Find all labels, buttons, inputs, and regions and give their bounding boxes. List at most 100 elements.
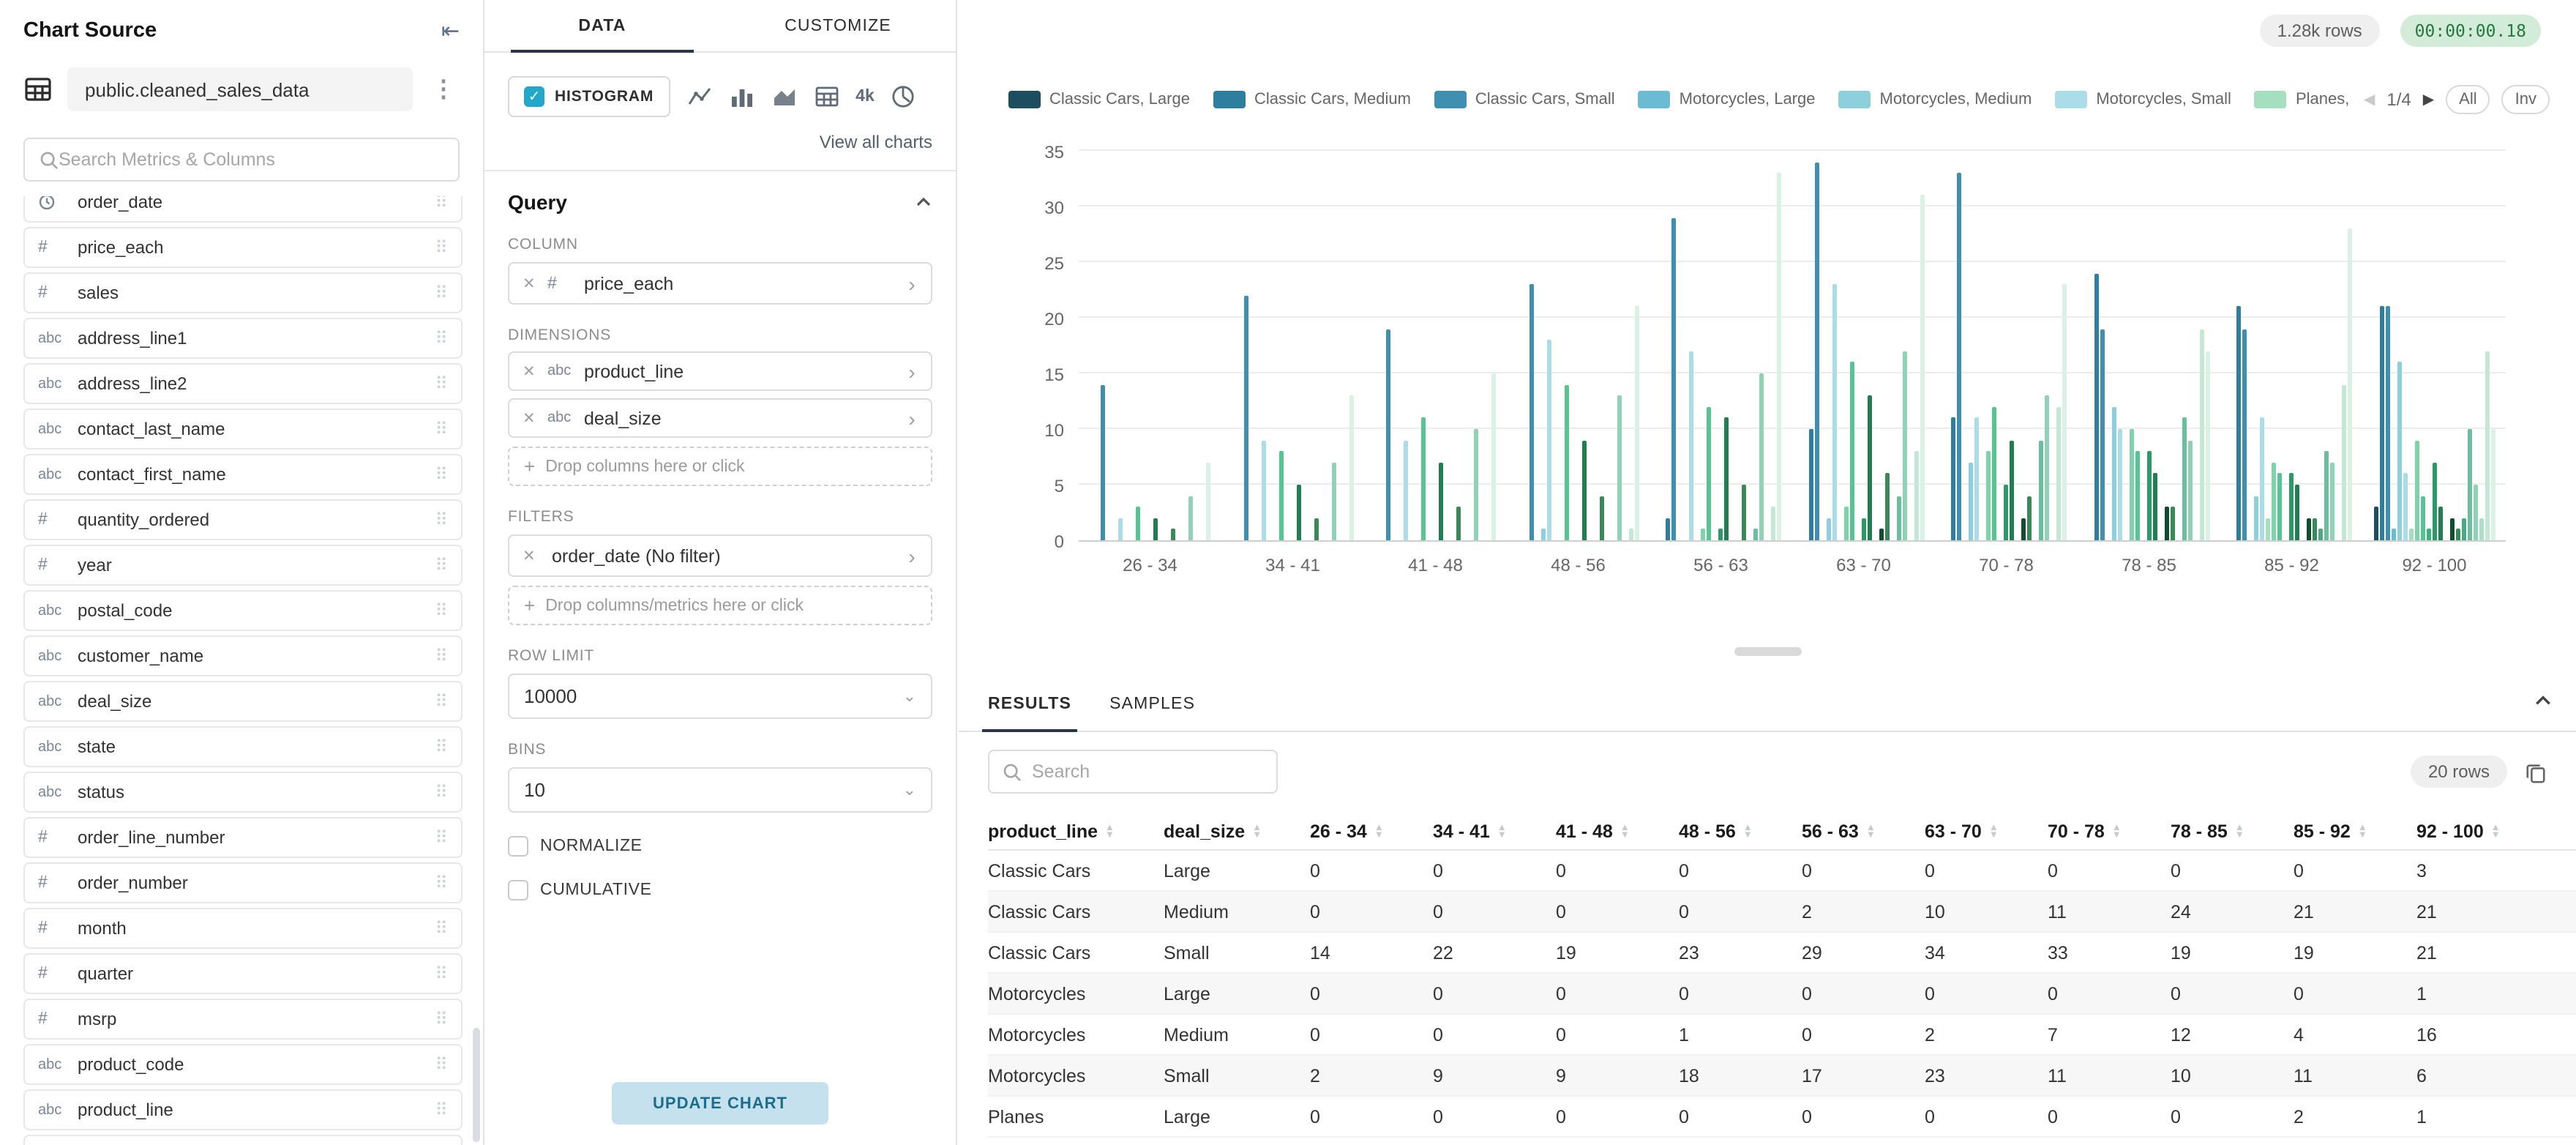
column-item[interactable]: # msrp ⠿ [23, 999, 463, 1040]
histogram-bar[interactable] [1491, 373, 1497, 540]
column-item[interactable]: abc address_line2 ⠿ [23, 363, 463, 404]
drag-handle-icon[interactable]: ⠿ [435, 510, 448, 530]
legend-item[interactable]: Classic Cars, Medium [1213, 91, 1411, 108]
column-item[interactable]: # sales ⠿ [23, 272, 463, 313]
histogram-bar[interactable] [2461, 518, 2466, 540]
column-header[interactable]: product_line ▲ ▼ [988, 821, 1164, 841]
histogram-bar[interactable] [2277, 473, 2283, 540]
tab-samples[interactable]: SAMPLES [1109, 695, 1196, 712]
bar-chart-icon[interactable] [728, 83, 755, 110]
big-number-chart-icon[interactable]: 4k [855, 88, 875, 105]
column-item[interactable]: # month ⠿ [23, 908, 463, 949]
legend-item[interactable]: Planes, Large [2254, 91, 2349, 108]
histogram-bar[interactable] [2385, 306, 2390, 540]
histogram-bar[interactable] [1666, 518, 1671, 540]
histogram-bar[interactable] [2135, 451, 2140, 540]
dimensions-dropzone[interactable]: + Drop columns here or click [508, 447, 932, 486]
normalize-checkbox[interactable] [508, 836, 528, 857]
histogram-bar[interactable] [2187, 440, 2193, 540]
legend-item[interactable]: Motorcycles, Small [2055, 91, 2231, 108]
drag-handle-icon[interactable]: ⠿ [435, 1100, 448, 1120]
histogram-bar[interactable] [1439, 462, 1444, 540]
histogram-bar[interactable] [1902, 351, 1907, 540]
column-item[interactable]: # quantity_ordered ⠿ [23, 499, 463, 540]
column-item[interactable]: abc postal_code ⠿ [23, 590, 463, 631]
histogram-bar[interactable] [2129, 429, 2134, 540]
column-item[interactable]: # year ⠿ [23, 545, 463, 586]
histogram-bar[interactable] [2397, 362, 2402, 540]
histogram-bar[interactable] [2100, 329, 2105, 540]
histogram-bar[interactable] [1206, 462, 1211, 540]
column-item[interactable]: abc contact_last_name ⠿ [23, 409, 463, 450]
histogram-bar[interactable] [1957, 173, 1962, 540]
remove-icon[interactable]: ✕ [523, 275, 536, 292]
histogram-bar[interactable] [2467, 429, 2472, 540]
histogram-bar[interactable] [1331, 462, 1336, 540]
normalize-checkbox-row[interactable]: NORMALIZE [508, 836, 932, 857]
histogram-bar[interactable] [2272, 462, 2277, 540]
filter-chip[interactable]: ✕ order_date (No filter) › [508, 534, 932, 577]
histogram-bar[interactable] [1634, 306, 1639, 540]
histogram-bar[interactable] [2420, 496, 2425, 540]
histogram-bar[interactable] [2426, 529, 2431, 540]
histogram-bar[interactable] [2324, 451, 2329, 540]
search-input[interactable] [59, 149, 443, 170]
filters-dropzone[interactable]: + Drop columns/metrics here or click [508, 586, 932, 625]
column-header[interactable]: 34 - 41 ▲ ▼ [1433, 821, 1556, 841]
histogram-bar[interactable] [1529, 284, 1534, 540]
histogram-bar[interactable] [2313, 518, 2318, 540]
histogram-bar[interactable] [1456, 507, 1461, 540]
view-all-charts-link[interactable]: View all charts [819, 132, 932, 152]
histogram-bar[interactable] [2289, 473, 2294, 540]
histogram-bar[interactable] [1243, 295, 1248, 540]
cumulative-checkbox[interactable] [508, 880, 528, 900]
histogram-bar[interactable] [2473, 485, 2478, 540]
histogram-bar[interactable] [2152, 473, 2157, 540]
dimension-chip[interactable]: ✕ abc deal_size › [508, 398, 932, 438]
legend-item[interactable]: Motorcycles, Medium [1838, 91, 2032, 108]
histogram-bar[interactable] [2182, 417, 2187, 540]
histogram-bar[interactable] [2403, 473, 2408, 540]
histogram-bar[interactable] [1278, 451, 1284, 540]
histogram-bar[interactable] [2010, 440, 2015, 540]
results-search[interactable] [988, 750, 1278, 794]
histogram-bar[interactable] [1742, 485, 1747, 540]
histogram-bar[interactable] [2004, 485, 2009, 540]
drag-handle-icon[interactable]: ⠿ [435, 827, 448, 848]
histogram-bar[interactable] [2408, 529, 2414, 540]
histogram-bar[interactable] [2266, 518, 2271, 540]
column-item[interactable]: abccity⠿ [23, 1135, 463, 1145]
column-header[interactable]: 70 - 78 ▲ ▼ [2048, 821, 2171, 841]
histogram-bar[interactable] [2379, 306, 2384, 540]
histogram-bar[interactable] [2056, 406, 2062, 540]
column-header[interactable]: deal_size ▲ ▼ [1164, 821, 1310, 841]
histogram-bar[interactable] [2330, 462, 2335, 540]
drag-handle-icon[interactable]: ⠿ [435, 464, 448, 485]
drag-handle-icon[interactable]: ⠿ [435, 555, 448, 575]
caret-right-icon[interactable]: › [908, 544, 916, 567]
column-item[interactable]: abc contact_first_name ⠿ [23, 454, 463, 495]
sidebar-scrollbar[interactable] [473, 1028, 480, 1142]
histogram-bar[interactable] [1920, 195, 1925, 540]
column-item[interactable]: abc product_line ⠿ [23, 1089, 463, 1130]
column-item[interactable]: abc deal_size ⠿ [23, 681, 463, 722]
histogram-bar[interactable] [1832, 284, 1837, 540]
histogram-bar[interactable] [2170, 507, 2175, 540]
histogram-bar[interactable] [2391, 529, 2396, 540]
histogram-bar[interactable] [1171, 529, 1176, 540]
drag-handle-icon[interactable]: ⠿ [435, 419, 448, 439]
legend-invert-button[interactable]: Inv [2501, 85, 2550, 114]
drag-handle-icon[interactable]: ⠿ [435, 328, 448, 348]
column-item[interactable]: abc address_line1 ⠿ [23, 318, 463, 359]
histogram-bar[interactable] [1718, 529, 1723, 540]
column-item[interactable]: abc product_code ⠿ [23, 1044, 463, 1085]
histogram-bar[interactable] [1314, 518, 1319, 540]
histogram-bar[interactable] [1118, 518, 1123, 540]
histogram-bar[interactable] [1969, 462, 1974, 540]
column-item[interactable]: # order_number ⠿ [23, 862, 463, 903]
legend-all-button[interactable]: All [2446, 85, 2490, 114]
histogram-bar[interactable] [1861, 518, 1866, 540]
histogram-bar[interactable] [2146, 451, 2152, 540]
column-item[interactable]: abc state ⠿ [23, 726, 463, 767]
histogram-bar[interactable] [2449, 518, 2455, 540]
